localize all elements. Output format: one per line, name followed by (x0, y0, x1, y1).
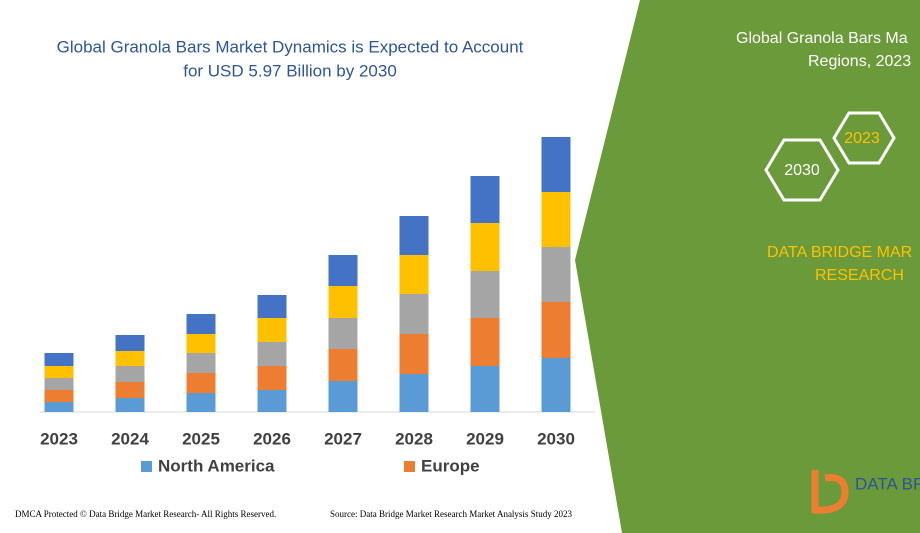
bar-segment (44, 402, 74, 412)
side-title: Global Granola Bars Ma (736, 30, 908, 47)
bar-segment (44, 378, 74, 390)
bar-segment (44, 353, 74, 366)
bar-segment (186, 353, 216, 373)
bar-segment (257, 295, 287, 318)
bar-segment (257, 390, 287, 412)
bar-segment (257, 342, 287, 366)
legend-swatch (404, 461, 415, 472)
brand-text: DATA BRIDGE MAR (767, 244, 912, 261)
bar-segment (115, 382, 145, 398)
hexagon (832, 111, 896, 165)
logo-icon (811, 470, 849, 514)
bar-segment (257, 366, 287, 390)
bar-segment (115, 398, 145, 412)
legend-swatch (141, 461, 152, 472)
chart-title: Global Granola Bars Market Dynamics is E… (57, 37, 524, 56)
bar-segment (186, 393, 216, 412)
bar-segment (541, 358, 571, 412)
x-tick-label: 2029 (466, 429, 504, 448)
x-tick-label: 2030 (537, 429, 575, 448)
bar-segment (470, 223, 500, 271)
bar-segment (44, 390, 74, 402)
bar-segment (328, 349, 358, 381)
bar-segment (541, 247, 571, 302)
footer-left: DMCA Protected © Data Bridge Market Rese… (15, 509, 276, 519)
x-tick-label: 2026 (253, 429, 291, 448)
bar-segment (44, 366, 74, 378)
logo-text: DATA BR (855, 474, 920, 493)
bar-segment (186, 314, 216, 334)
side-panel-bg (575, 0, 920, 533)
side-title: Regions, 2023 (808, 53, 911, 70)
bar-segment (399, 374, 429, 412)
x-tick-label: 2025 (182, 429, 220, 448)
bar-segment (470, 366, 500, 412)
bar-segment (115, 335, 145, 351)
bar-segment (257, 318, 287, 342)
bar-segment (541, 192, 571, 247)
bar-segment (328, 318, 358, 349)
footer-right: Source: Data Bridge Market Research Mark… (330, 509, 572, 519)
bar-segment (470, 176, 500, 223)
bar-segment (328, 381, 358, 412)
legend-label: North America (158, 456, 275, 475)
x-tick-label: 2024 (111, 429, 149, 448)
bar-segment (115, 351, 145, 366)
bar-segment (115, 366, 145, 382)
x-tick-label: 2027 (324, 429, 362, 448)
bar-segment (399, 294, 429, 334)
bar-segment (328, 286, 358, 318)
bar-segment (399, 216, 429, 255)
bar-segment (186, 373, 216, 393)
bar-segment (541, 137, 571, 192)
bar-segment (399, 255, 429, 294)
hex-label: 2030 (784, 162, 820, 179)
hex-label: 2023 (844, 130, 880, 147)
bar-segment (541, 302, 571, 358)
bar-segment (399, 334, 429, 374)
bar-segment (470, 271, 500, 318)
brand-text: RESEARCH (815, 267, 904, 284)
x-tick-label: 2023 (40, 429, 78, 448)
bar-segment (470, 318, 500, 366)
hexagon (764, 138, 840, 202)
x-tick-label: 2028 (395, 429, 433, 448)
bar-segment (328, 255, 358, 286)
chart-title: for USD 5.97 Billion by 2030 (183, 61, 397, 80)
bar-segment (186, 334, 216, 353)
legend-label: Europe (421, 456, 480, 475)
